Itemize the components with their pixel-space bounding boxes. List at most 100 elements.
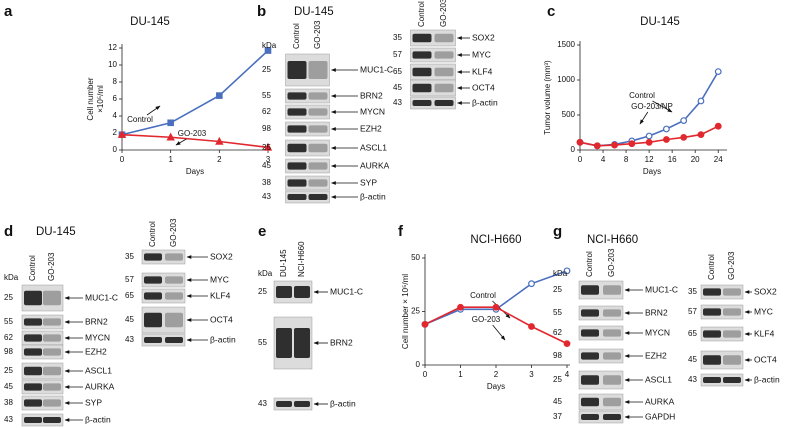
marker: [563, 267, 571, 275]
protein-label: SOX2: [472, 32, 495, 42]
x-tick-label: 3: [529, 370, 534, 379]
kda-marker: 43: [125, 335, 134, 344]
kda-marker: 62: [262, 107, 271, 116]
protein-label: BRN2: [330, 337, 353, 347]
kda-marker: 45: [262, 161, 271, 170]
protein-label: MYC: [472, 49, 491, 59]
marker: [680, 133, 688, 141]
x-axis-label: Days: [487, 382, 505, 391]
kda-marker: 65: [125, 291, 134, 300]
marker: [421, 320, 429, 328]
lane-label: GO-203: [313, 20, 322, 49]
marker: [117, 130, 127, 138]
protein-label: ASCL1: [360, 142, 387, 152]
series-line: [121, 133, 269, 149]
kda-marker: 35: [125, 252, 134, 261]
band: [703, 288, 721, 296]
x-tick-label: 2: [217, 155, 222, 164]
band: [287, 162, 307, 170]
band: [703, 355, 721, 365]
band: [581, 309, 599, 317]
y-tick-label: 25: [411, 307, 420, 316]
band: [308, 61, 328, 79]
protein-label: OCT4: [472, 82, 495, 92]
marker: [215, 136, 224, 145]
kda-marker: 45: [4, 382, 13, 391]
marker: [216, 92, 223, 99]
annotation-arrow: [652, 100, 673, 113]
band: [287, 125, 307, 133]
y-tick-label: 6: [113, 94, 118, 103]
protein-label: β-actin: [210, 334, 236, 344]
band: [24, 383, 42, 391]
lane-label: DU-145: [279, 249, 288, 277]
kda-marker: 43: [688, 375, 697, 384]
band: [723, 355, 741, 365]
kda-marker: 55: [262, 91, 271, 100]
chart-title: DU-145: [640, 16, 680, 28]
kda-marker: 98: [553, 351, 562, 360]
band: [24, 366, 42, 376]
y-tick-label: 8: [113, 77, 118, 86]
band: [165, 292, 183, 300]
band: [603, 352, 621, 360]
band: [434, 51, 454, 59]
protein-label: EZH2: [645, 350, 667, 360]
protein-label: KLF4: [754, 328, 775, 338]
kda-marker: 38: [262, 178, 271, 187]
band: [43, 290, 61, 306]
band: [294, 401, 310, 407]
protein-label: SOX2: [210, 251, 233, 261]
protein-label: MYCN: [645, 327, 670, 337]
marker: [264, 47, 272, 54]
marker: [576, 138, 584, 146]
annotation: GO-203/NP: [631, 102, 673, 111]
x-tick-label: 2: [494, 370, 499, 379]
marker: [611, 141, 618, 149]
band: [434, 33, 454, 43]
y-tick-label: 50: [411, 253, 420, 262]
y-tick-label: 1500: [557, 40, 575, 49]
kda-marker: 65: [688, 329, 697, 338]
kda-marker: 43: [262, 192, 271, 201]
lane-label: Control: [585, 251, 594, 277]
panel-letter: a: [4, 3, 13, 20]
band: [603, 397, 621, 407]
x-tick-label: 24: [714, 155, 723, 164]
band: [144, 276, 162, 284]
kda-marker: 57: [125, 275, 134, 284]
blot-title: DU-145: [294, 6, 334, 18]
kda-marker: 25: [4, 293, 13, 302]
kda-marker: 38: [4, 398, 13, 407]
protein-label: MUC1-C: [85, 292, 118, 302]
annotation: Control: [127, 115, 153, 124]
annotation: Control: [629, 91, 655, 100]
protein-label: SOX2: [754, 286, 777, 296]
band: [144, 337, 162, 343]
lane-label: GO-203: [47, 252, 56, 281]
kda-marker: 55: [4, 317, 13, 326]
band: [308, 179, 328, 187]
marker: [645, 138, 653, 146]
kda-marker: 35: [688, 287, 697, 296]
y-tick-label: 2: [113, 128, 118, 137]
blot-strip: [141, 306, 186, 334]
band: [287, 61, 307, 79]
band: [603, 285, 621, 295]
x-tick-label: 8: [624, 155, 629, 164]
protein-label: β-actin: [85, 414, 111, 424]
band: [603, 414, 621, 420]
kda-marker: 25: [4, 366, 13, 375]
band: [603, 329, 621, 337]
band: [723, 288, 741, 296]
band: [581, 375, 599, 385]
x-tick-label: 4: [565, 370, 570, 379]
panel-letter: e: [258, 223, 266, 240]
kda-marker: 25: [553, 285, 562, 294]
y-tick-label: 0: [416, 360, 421, 369]
series-line: [121, 49, 269, 136]
protein-label: MUC1-C: [330, 286, 363, 296]
band: [581, 285, 599, 295]
band: [43, 399, 61, 407]
band: [144, 312, 162, 328]
